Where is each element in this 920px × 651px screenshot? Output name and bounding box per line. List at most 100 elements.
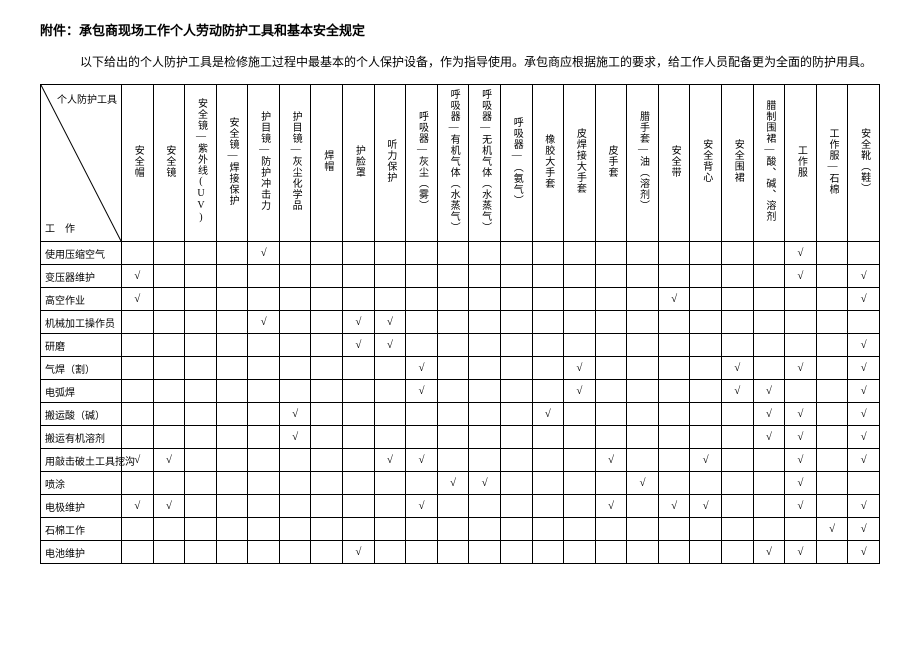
matrix-cell (658, 426, 690, 449)
row-label: 气焊（割） (41, 357, 122, 380)
matrix-cell (343, 449, 375, 472)
matrix-cell (406, 541, 438, 564)
matrix-cell (469, 311, 501, 334)
matrix-cell (153, 426, 185, 449)
col-header-label: 安全带 (667, 141, 681, 182)
matrix-cell (185, 541, 217, 564)
corner-cell: 个人防护工具 工 作 (41, 85, 122, 242)
matrix-cell: √ (690, 449, 722, 472)
matrix-cell: √ (374, 334, 406, 357)
matrix-cell (753, 242, 785, 265)
col-header-label: 橡胶大手套 (541, 130, 555, 193)
matrix-cell: √ (785, 265, 817, 288)
matrix-cell: √ (848, 518, 880, 541)
matrix-cell (595, 242, 627, 265)
matrix-cell (469, 426, 501, 449)
matrix-cell (721, 311, 753, 334)
matrix-cell (658, 541, 690, 564)
table-row: 石棉工作√√ (41, 518, 880, 541)
matrix-cell (343, 518, 375, 541)
col-header-label: 工作服—石棉 (825, 124, 839, 199)
table-row: 搬运酸（碱）√√√√√ (41, 403, 880, 426)
corner-bottom-label: 工 作 (45, 220, 75, 235)
matrix-cell (564, 265, 596, 288)
matrix-cell (532, 495, 564, 518)
matrix-cell: √ (848, 380, 880, 403)
matrix-cell (216, 426, 248, 449)
matrix-cell: √ (248, 311, 280, 334)
ppe-matrix-table: 个人防护工具 工 作 安全帽安全镜安全镜—紫外线(UV)安全镜—焊接保护护目镜—… (40, 84, 880, 564)
matrix-cell (311, 449, 343, 472)
matrix-cell (753, 357, 785, 380)
matrix-cell (627, 495, 659, 518)
matrix-cell (469, 518, 501, 541)
matrix-cell (690, 541, 722, 564)
col-header: 护目镜—防护冲击力 (248, 85, 280, 242)
matrix-cell: √ (785, 403, 817, 426)
matrix-cell (279, 357, 311, 380)
matrix-cell (753, 288, 785, 311)
matrix-cell (122, 311, 154, 334)
matrix-cell (816, 426, 848, 449)
matrix-cell (437, 334, 469, 357)
matrix-cell (595, 334, 627, 357)
matrix-cell (311, 495, 343, 518)
matrix-cell (185, 242, 217, 265)
matrix-cell (311, 541, 343, 564)
matrix-cell (469, 334, 501, 357)
matrix-cell (753, 449, 785, 472)
matrix-cell (216, 472, 248, 495)
col-header: 皮手套 (595, 85, 627, 242)
matrix-cell: √ (785, 357, 817, 380)
matrix-cell (658, 518, 690, 541)
table-row: 使用压缩空气√√ (41, 242, 880, 265)
col-header: 呼吸器—（氨气） (500, 85, 532, 242)
matrix-cell (406, 518, 438, 541)
matrix-cell (500, 495, 532, 518)
matrix-cell (532, 242, 564, 265)
matrix-cell (816, 472, 848, 495)
matrix-cell (532, 472, 564, 495)
matrix-cell: √ (848, 288, 880, 311)
matrix-cell (500, 265, 532, 288)
matrix-cell (122, 518, 154, 541)
matrix-cell (311, 242, 343, 265)
matrix-cell (185, 265, 217, 288)
matrix-cell (122, 472, 154, 495)
matrix-cell (311, 288, 343, 311)
matrix-cell (532, 288, 564, 311)
matrix-cell: √ (153, 449, 185, 472)
matrix-cell (627, 518, 659, 541)
matrix-cell: √ (469, 472, 501, 495)
matrix-cell (627, 426, 659, 449)
matrix-cell (564, 334, 596, 357)
matrix-cell (248, 449, 280, 472)
matrix-cell: √ (374, 311, 406, 334)
matrix-cell (721, 288, 753, 311)
matrix-cell: √ (343, 541, 375, 564)
matrix-cell (279, 334, 311, 357)
matrix-cell: √ (564, 380, 596, 403)
matrix-cell: √ (532, 403, 564, 426)
matrix-cell (248, 357, 280, 380)
matrix-cell (816, 334, 848, 357)
matrix-cell (627, 334, 659, 357)
matrix-cell (216, 357, 248, 380)
table-row: 用敲击破土工具挖沟√√√√√√√√ (41, 449, 880, 472)
matrix-cell (406, 403, 438, 426)
matrix-cell: √ (785, 472, 817, 495)
matrix-cell (595, 541, 627, 564)
matrix-cell (816, 380, 848, 403)
matrix-cell (721, 265, 753, 288)
matrix-cell (595, 357, 627, 380)
matrix-cell (848, 472, 880, 495)
matrix-cell: √ (406, 380, 438, 403)
col-header-label: 安全镜 (162, 141, 176, 182)
matrix-cell (248, 380, 280, 403)
matrix-cell (500, 357, 532, 380)
col-header: 工作服 (785, 85, 817, 242)
matrix-cell (721, 403, 753, 426)
col-header-label: 安全帽 (130, 141, 144, 182)
matrix-cell (627, 403, 659, 426)
matrix-cell (500, 426, 532, 449)
